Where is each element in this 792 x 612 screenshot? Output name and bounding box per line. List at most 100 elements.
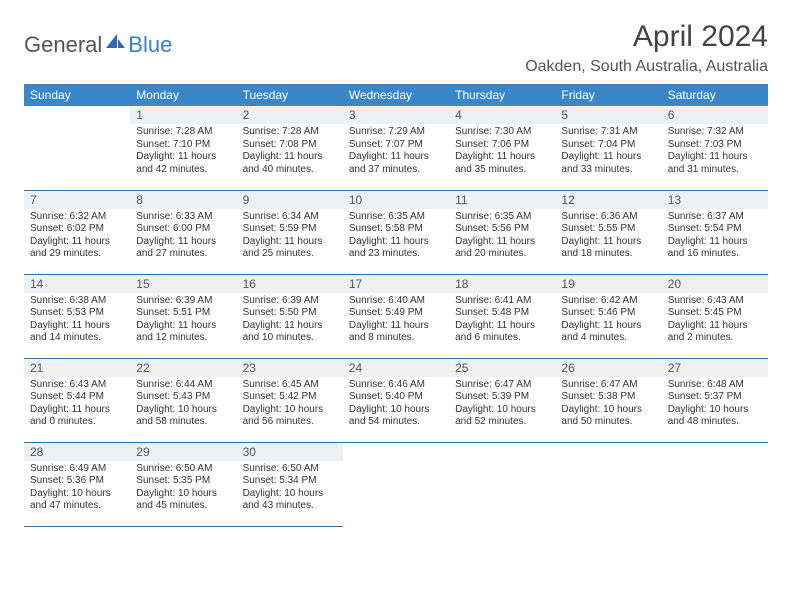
calendar-cell: 30Sunrise: 6:50 AMSunset: 5:34 PMDayligh… — [237, 442, 343, 526]
day-number: 11 — [449, 191, 555, 209]
calendar-cell: 23Sunrise: 6:45 AMSunset: 5:42 PMDayligh… — [237, 358, 343, 442]
day-info: Sunrise: 6:41 AMSunset: 5:48 PMDaylight:… — [449, 293, 555, 349]
calendar-cell: 27Sunrise: 6:48 AMSunset: 5:37 PMDayligh… — [662, 358, 768, 442]
day-number: 17 — [343, 275, 449, 293]
calendar-row: 21Sunrise: 6:43 AMSunset: 5:44 PMDayligh… — [24, 358, 768, 442]
header: General Blue April 2024 Oakden, South Au… — [24, 20, 768, 76]
calendar-row: 28Sunrise: 6:49 AMSunset: 5:36 PMDayligh… — [24, 442, 768, 526]
day-info: Sunrise: 6:42 AMSunset: 5:46 PMDaylight:… — [555, 293, 661, 349]
day-info: Sunrise: 7:31 AMSunset: 7:04 PMDaylight:… — [555, 124, 661, 180]
calendar-cell-empty — [662, 442, 768, 526]
calendar-cell: 7Sunrise: 6:32 AMSunset: 6:02 PMDaylight… — [24, 190, 130, 274]
day-number: 6 — [662, 106, 768, 124]
day-info: Sunrise: 6:44 AMSunset: 5:43 PMDaylight:… — [130, 377, 236, 433]
calendar-cell: 6Sunrise: 7:32 AMSunset: 7:03 PMDaylight… — [662, 106, 768, 190]
day-number: 12 — [555, 191, 661, 209]
day-info: Sunrise: 6:39 AMSunset: 5:51 PMDaylight:… — [130, 293, 236, 349]
day-info: Sunrise: 6:33 AMSunset: 6:00 PMDaylight:… — [130, 209, 236, 265]
calendar-cell: 29Sunrise: 6:50 AMSunset: 5:35 PMDayligh… — [130, 442, 236, 526]
calendar-cell: 19Sunrise: 6:42 AMSunset: 5:46 PMDayligh… — [555, 274, 661, 358]
day-number: 7 — [24, 191, 130, 209]
title-block: April 2024 Oakden, South Australia, Aust… — [525, 20, 768, 76]
weekday-header: Saturday — [662, 84, 768, 106]
calendar-cell: 13Sunrise: 6:37 AMSunset: 5:54 PMDayligh… — [662, 190, 768, 274]
day-info: Sunrise: 6:39 AMSunset: 5:50 PMDaylight:… — [237, 293, 343, 349]
weekday-header: Friday — [555, 84, 661, 106]
calendar-cell: 18Sunrise: 6:41 AMSunset: 5:48 PMDayligh… — [449, 274, 555, 358]
day-number: 30 — [237, 443, 343, 461]
calendar-cell: 20Sunrise: 6:43 AMSunset: 5:45 PMDayligh… — [662, 274, 768, 358]
calendar-cell: 15Sunrise: 6:39 AMSunset: 5:51 PMDayligh… — [130, 274, 236, 358]
day-number: 28 — [24, 443, 130, 461]
day-info: Sunrise: 6:45 AMSunset: 5:42 PMDaylight:… — [237, 377, 343, 433]
day-number: 27 — [662, 359, 768, 377]
calendar-cell: 12Sunrise: 6:36 AMSunset: 5:55 PMDayligh… — [555, 190, 661, 274]
calendar-cell: 8Sunrise: 6:33 AMSunset: 6:00 PMDaylight… — [130, 190, 236, 274]
day-info: Sunrise: 6:35 AMSunset: 5:56 PMDaylight:… — [449, 209, 555, 265]
day-info: Sunrise: 6:35 AMSunset: 5:58 PMDaylight:… — [343, 209, 449, 265]
weekday-header: Thursday — [449, 84, 555, 106]
day-number: 23 — [237, 359, 343, 377]
day-number: 2 — [237, 106, 343, 124]
day-info: Sunrise: 6:34 AMSunset: 5:59 PMDaylight:… — [237, 209, 343, 265]
day-info: Sunrise: 7:30 AMSunset: 7:06 PMDaylight:… — [449, 124, 555, 180]
day-number: 9 — [237, 191, 343, 209]
calendar-cell: 5Sunrise: 7:31 AMSunset: 7:04 PMDaylight… — [555, 106, 661, 190]
logo-sail-icon — [106, 33, 126, 54]
logo-text-general: General — [24, 32, 102, 58]
calendar-cell: 25Sunrise: 6:47 AMSunset: 5:39 PMDayligh… — [449, 358, 555, 442]
day-number: 4 — [449, 106, 555, 124]
weekday-header: Tuesday — [237, 84, 343, 106]
day-number: 10 — [343, 191, 449, 209]
day-number: 15 — [130, 275, 236, 293]
day-info: Sunrise: 6:36 AMSunset: 5:55 PMDaylight:… — [555, 209, 661, 265]
calendar-cell: 26Sunrise: 6:47 AMSunset: 5:38 PMDayligh… — [555, 358, 661, 442]
day-info: Sunrise: 6:47 AMSunset: 5:39 PMDaylight:… — [449, 377, 555, 433]
day-number: 1 — [130, 106, 236, 124]
day-info: Sunrise: 6:43 AMSunset: 5:45 PMDaylight:… — [662, 293, 768, 349]
day-number: 22 — [130, 359, 236, 377]
calendar-cell-empty — [555, 442, 661, 526]
day-info: Sunrise: 7:32 AMSunset: 7:03 PMDaylight:… — [662, 124, 768, 180]
calendar-cell-empty — [343, 442, 449, 526]
day-info: Sunrise: 6:40 AMSunset: 5:49 PMDaylight:… — [343, 293, 449, 349]
day-info: Sunrise: 6:46 AMSunset: 5:40 PMDaylight:… — [343, 377, 449, 433]
day-info: Sunrise: 6:49 AMSunset: 5:36 PMDaylight:… — [24, 461, 130, 517]
day-info: Sunrise: 6:32 AMSunset: 6:02 PMDaylight:… — [24, 209, 130, 265]
day-number: 29 — [130, 443, 236, 461]
day-number: 8 — [130, 191, 236, 209]
day-info: Sunrise: 7:28 AMSunset: 7:08 PMDaylight:… — [237, 124, 343, 180]
calendar-cell: 16Sunrise: 6:39 AMSunset: 5:50 PMDayligh… — [237, 274, 343, 358]
calendar-cell: 2Sunrise: 7:28 AMSunset: 7:08 PMDaylight… — [237, 106, 343, 190]
day-number: 18 — [449, 275, 555, 293]
calendar-row: 1Sunrise: 7:28 AMSunset: 7:10 PMDaylight… — [24, 106, 768, 190]
weekday-header-row: Sunday Monday Tuesday Wednesday Thursday… — [24, 84, 768, 106]
day-number: 19 — [555, 275, 661, 293]
day-number: 21 — [24, 359, 130, 377]
calendar-cell: 10Sunrise: 6:35 AMSunset: 5:58 PMDayligh… — [343, 190, 449, 274]
day-info: Sunrise: 6:37 AMSunset: 5:54 PMDaylight:… — [662, 209, 768, 265]
calendar-table: Sunday Monday Tuesday Wednesday Thursday… — [24, 84, 768, 527]
day-number: 25 — [449, 359, 555, 377]
calendar-row: 14Sunrise: 6:38 AMSunset: 5:53 PMDayligh… — [24, 274, 768, 358]
day-info: Sunrise: 6:48 AMSunset: 5:37 PMDaylight:… — [662, 377, 768, 433]
day-number: 14 — [24, 275, 130, 293]
logo: General Blue — [24, 32, 172, 58]
day-number: 16 — [237, 275, 343, 293]
day-number: 20 — [662, 275, 768, 293]
calendar-cell: 4Sunrise: 7:30 AMSunset: 7:06 PMDaylight… — [449, 106, 555, 190]
logo-text-blue: Blue — [128, 32, 172, 58]
calendar-row: 7Sunrise: 6:32 AMSunset: 6:02 PMDaylight… — [24, 190, 768, 274]
day-number: 26 — [555, 359, 661, 377]
day-info: Sunrise: 7:28 AMSunset: 7:10 PMDaylight:… — [130, 124, 236, 180]
weekday-header: Sunday — [24, 84, 130, 106]
day-number: 3 — [343, 106, 449, 124]
day-info: Sunrise: 6:47 AMSunset: 5:38 PMDaylight:… — [555, 377, 661, 433]
calendar-cell-empty — [449, 442, 555, 526]
calendar-cell: 11Sunrise: 6:35 AMSunset: 5:56 PMDayligh… — [449, 190, 555, 274]
calendar-cell: 22Sunrise: 6:44 AMSunset: 5:43 PMDayligh… — [130, 358, 236, 442]
day-info: Sunrise: 6:50 AMSunset: 5:34 PMDaylight:… — [237, 461, 343, 517]
calendar-cell: 1Sunrise: 7:28 AMSunset: 7:10 PMDaylight… — [130, 106, 236, 190]
calendar-cell: 3Sunrise: 7:29 AMSunset: 7:07 PMDaylight… — [343, 106, 449, 190]
day-info: Sunrise: 6:50 AMSunset: 5:35 PMDaylight:… — [130, 461, 236, 517]
